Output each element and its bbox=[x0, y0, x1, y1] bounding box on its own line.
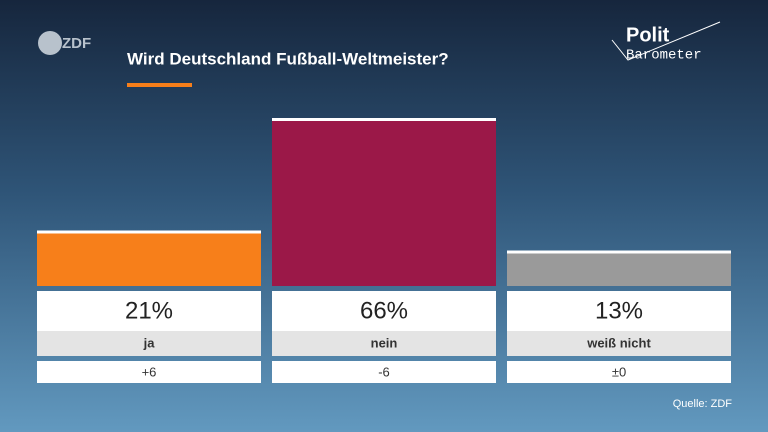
category-box bbox=[37, 331, 261, 356]
bar bbox=[272, 121, 496, 286]
bar-cap bbox=[507, 250, 731, 254]
brand-line2: Barometer bbox=[626, 48, 702, 64]
change-label: +6 bbox=[142, 364, 157, 379]
change-label: ±0 bbox=[612, 364, 626, 379]
category-label: nein bbox=[371, 335, 398, 350]
brand-check bbox=[611, 21, 721, 61]
logo-circle bbox=[38, 31, 62, 55]
category-box bbox=[507, 331, 731, 356]
category-label: ja bbox=[143, 335, 156, 350]
title-underline bbox=[127, 83, 192, 87]
change-box bbox=[272, 361, 496, 383]
value-label: 13% bbox=[595, 297, 643, 324]
bar bbox=[507, 253, 731, 286]
bar bbox=[37, 233, 261, 286]
value-box bbox=[507, 291, 731, 331]
chart-title: Wird Deutschland Fußball-Weltmeister? bbox=[127, 49, 449, 68]
logo: ZDF bbox=[62, 35, 91, 52]
bar-cap bbox=[272, 118, 496, 121]
change-box bbox=[507, 361, 731, 383]
category-box bbox=[272, 331, 496, 356]
source: Quelle: ZDF bbox=[673, 398, 733, 410]
value-box bbox=[37, 291, 261, 331]
value-label: 21% bbox=[125, 297, 173, 324]
category-label: weiß nicht bbox=[586, 335, 651, 350]
change-label: -6 bbox=[378, 364, 390, 379]
value-box bbox=[272, 291, 496, 331]
bar-cap bbox=[37, 230, 261, 234]
value-label: 66% bbox=[360, 297, 408, 324]
brand-line1: Polit bbox=[626, 24, 670, 46]
change-box bbox=[37, 361, 261, 383]
